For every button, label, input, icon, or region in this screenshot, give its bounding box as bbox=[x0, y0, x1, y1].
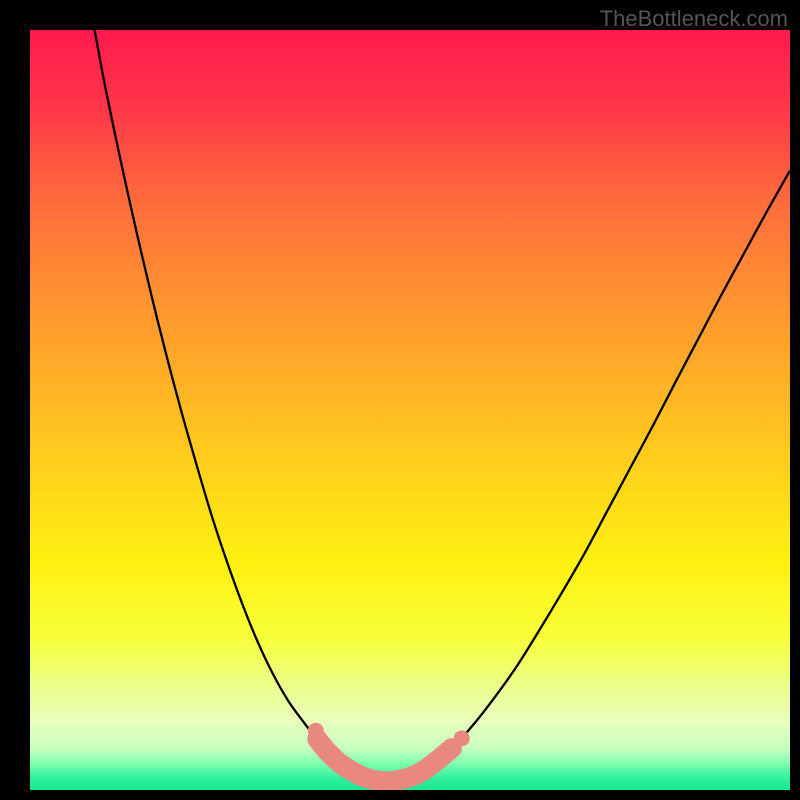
watermark-label: TheBottleneck.com bbox=[600, 6, 788, 32]
optimal-range-overlay bbox=[317, 739, 452, 781]
bottleneck-curve bbox=[95, 30, 790, 781]
curve-layer bbox=[30, 30, 790, 790]
plot-area bbox=[30, 30, 790, 790]
chart-container: TheBottleneck.com bbox=[0, 0, 800, 800]
overlay-end-dot-left bbox=[308, 723, 324, 739]
overlay-end-dot-right bbox=[454, 730, 470, 746]
